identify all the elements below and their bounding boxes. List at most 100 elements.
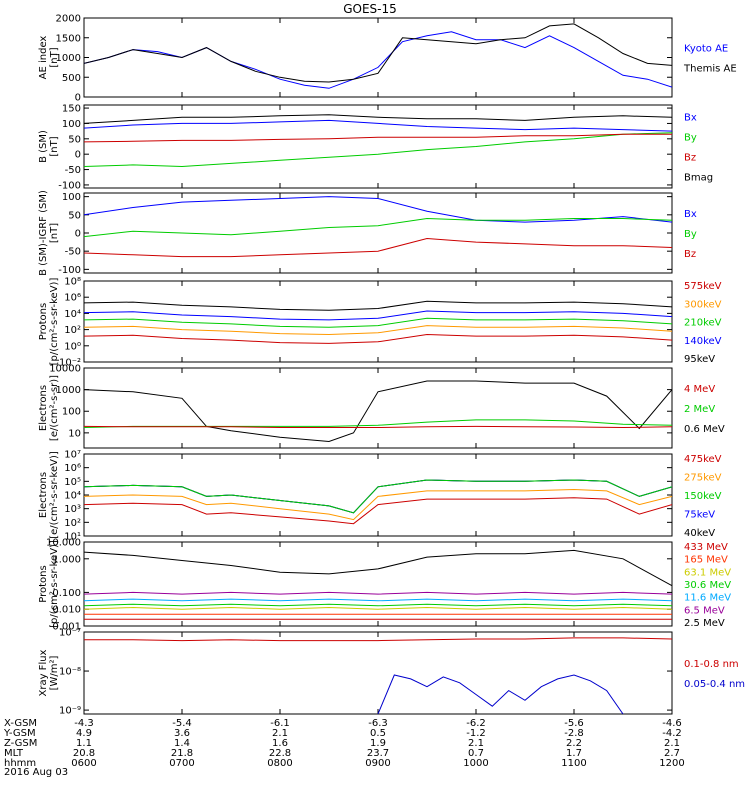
panel-b_sm: 150 100 50 0 -50 -100 B (SM) [nT] Bx By Bz Bmag [38,104,713,192]
y-tick-label: 10⁰ [64,341,81,352]
y-tick-label: 500 [62,73,81,84]
series-line [84,325,672,336]
axis-row-value: -6.3 [368,718,388,729]
panel-ae: 2000 1500 1000 500 0 AE index [nT] Kyoto AE Them… [38,14,737,104]
y-axis-label: [e/(cm²-s-sr)] [49,375,60,441]
y-tick-label: 0 [75,93,81,104]
axis-row-value: 1.4 [174,738,190,749]
y-axis-label: Protons [38,565,49,602]
y-tick-label: 1000 [56,385,81,396]
y-tick-label: 100 [62,407,81,418]
y-axis-label: [nT] [49,223,60,243]
y-tick-label: 1.000 [52,554,81,565]
axis-row-label: MLT [4,748,24,759]
series-line [84,497,672,525]
legend-entry: By [684,229,697,240]
legend-entry: 475keV [684,454,722,465]
axis-row-value: -6.1 [270,718,290,729]
legend-entry: 0.1-0.8 nm [684,659,739,670]
y-axis-label: [W/m²] [49,655,60,690]
y-tick-label: 50 [68,134,81,145]
y-tick-label: 10⁵ [64,477,81,488]
legend-entry: 40keV [684,528,715,539]
y-tick-label: 10² [64,325,81,336]
legend-entry: Bz [684,249,696,260]
axis-row-value: -1.2 [466,728,486,739]
panel-b_igrf: 100 50 0 -50 -100 B (SM)-IGRF (SM) [nT] Bx By Bz [38,190,697,276]
legend-entry: 75keV [684,510,715,521]
legend-entry: Bz [684,153,696,164]
chart-title: GOES-15 [343,2,397,16]
axis-row-value: 0700 [169,758,194,769]
legend-entry: 275keV [684,473,722,484]
y-tick-label: 10000 [49,364,81,375]
panel-protons_2: 10.000 1.000 0.100 0.010 0.001 Protons [p/(cm²… [38,538,731,633]
legend-entry: Bmag [684,173,713,184]
legend-entry: 0.05-0.4 nm [684,679,745,690]
y-tick-label: 10¹ [64,532,81,543]
axis-row-label: X-GSM [4,718,37,729]
y-axis-label: Protons [38,303,49,340]
y-tick-label: 1500 [56,33,81,44]
series-line [84,310,672,321]
axis-row-value: 0800 [267,758,292,769]
y-tick-label: 10⁶ [64,293,81,304]
series-line [84,606,672,610]
y-tick-label: 10.000 [46,538,81,549]
y-axis-label: [p/(cm²-s-sr-keV)] [49,540,60,628]
y-tick-label: 100 [62,192,81,203]
legend-entry: Bx [684,113,697,124]
legend-entry: Kyoto AE [684,44,728,55]
panel-frame [83,631,673,715]
axis-row-value: 1.6 [272,738,288,749]
series-line [84,479,672,514]
axis-row-value: -4.6 [662,718,682,729]
series-line [84,217,672,238]
series-line [84,23,672,83]
axis-row-value: -4.3 [74,718,94,729]
y-tick-label: 0.100 [52,588,81,599]
series-line [84,549,672,587]
legend-entry: 0.6 MeV [684,424,725,435]
y-tick-label: 10⁻⁹ [59,706,81,717]
axis-row-value: 3.6 [174,728,190,739]
series-line [84,196,672,223]
series-line [84,591,672,595]
legend-entry: Themis AE [683,64,737,75]
axis-row-label: Y-GSM [3,728,36,739]
y-axis-label: [nT] [49,47,60,67]
series-line [84,31,672,89]
axis-row-value: 22.8 [269,748,291,759]
y-tick-label: 10⁶ [64,463,81,474]
legend-entry: 95keV [684,354,715,365]
legend-entry: 4 MeV [684,384,715,395]
series-line [84,333,672,344]
y-tick-label: 0.001 [52,622,81,633]
panel-protons_1: 10⁸ 10⁶ 10⁴ 10² 10⁰ 10⁻² Protons [p/(cm²-s-sr-k… [38,277,722,369]
series-line [84,119,672,132]
series-line [84,133,672,143]
axis-row-value: -5.6 [564,718,584,729]
axis-row-value: 1.7 [566,748,582,759]
axis-row-value: 2.1 [272,728,288,739]
axis-row-label: Z-GSM [4,738,37,749]
axis-row-label: hhmm [4,758,36,769]
y-tick-label: 100 [62,119,81,130]
legend-entry: 2.5 MeV [684,618,725,629]
y-tick-label: 150 [62,104,81,115]
y-tick-label: 10³ [64,504,81,515]
legend-entry: 575keV [684,281,722,292]
legend-entry: Bx [684,209,697,220]
y-tick-label: 10⁷ [64,450,81,461]
axis-row-value: -5.4 [172,718,192,729]
y-tick-label: 0.010 [52,605,81,616]
y-tick-label: 10⁸ [64,277,81,288]
axis-row-value: 0.5 [370,728,386,739]
legend-entry: 2 MeV [684,404,715,415]
axis-row-value: 2.2 [566,738,582,749]
y-axis-label: [e/(cm²-s-sr-keV)] [49,451,60,539]
y-tick-label: 10⁴ [64,309,81,320]
panel-xray: 10⁻⁷ 10⁻⁸ 10⁻⁹ Xray Flux [W/m²] 0.1-0.8 nm 0.0… [38,628,745,717]
axis-row-value: 1000 [463,758,488,769]
